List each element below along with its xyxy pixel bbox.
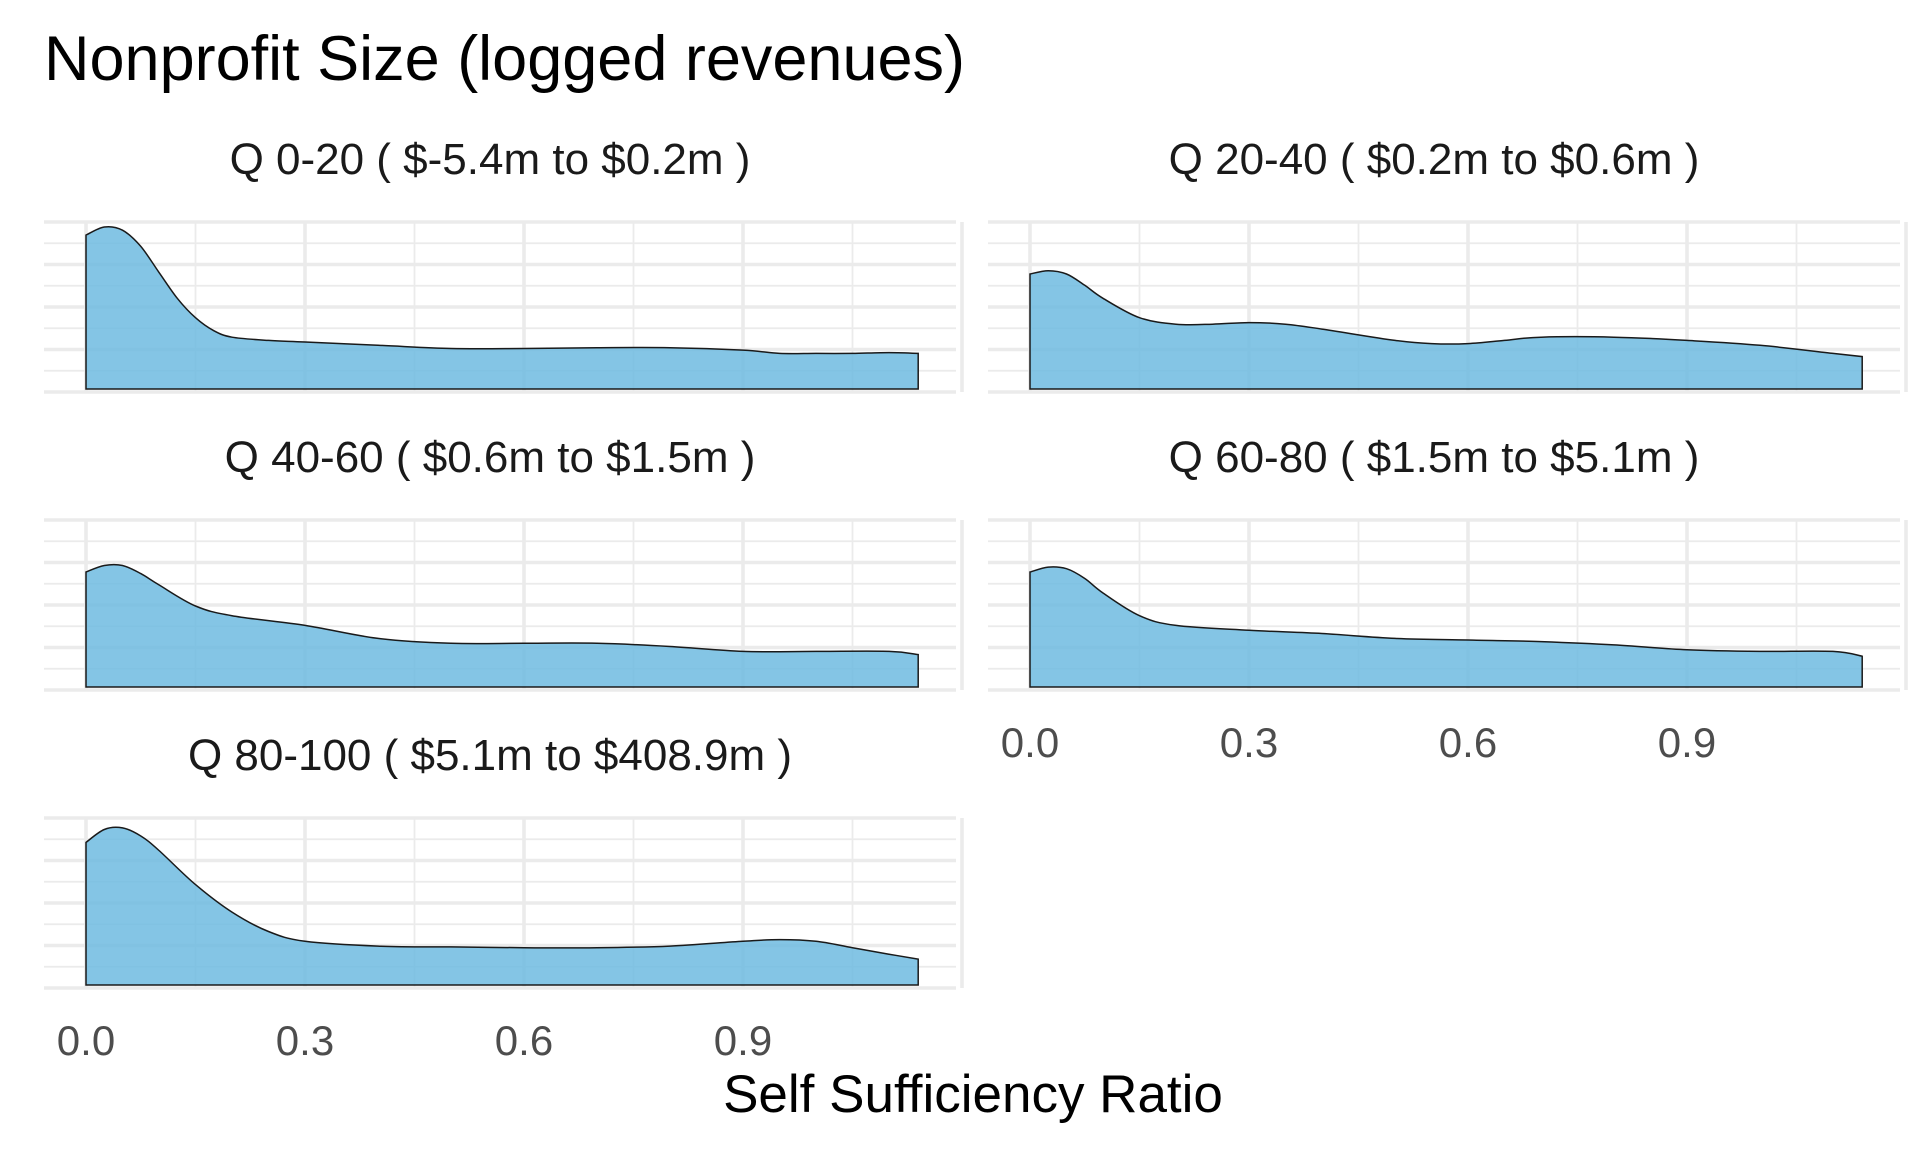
density-area — [85, 225, 919, 390]
facet-strip-label: Q 80-100 ( $5.1m to $408.9m ) — [188, 731, 792, 780]
facet-strip-label: Q 40-60 ( $0.6m to $1.5m ) — [225, 433, 756, 482]
x-tick-label: 0.6 — [1439, 719, 1497, 766]
x-tick-label: 0.6 — [495, 1017, 553, 1064]
x-tick-label: 0.3 — [276, 1017, 334, 1064]
facet-strip-label: Q 20-40 ( $0.2m to $0.6m ) — [1169, 135, 1700, 184]
facet-panel: Q 40-60 ( $0.6m to $1.5m ) — [44, 433, 964, 692]
x-tick-label: 0.0 — [1001, 719, 1059, 766]
facet-strip-label: Q 60-80 ( $1.5m to $5.1m ) — [1169, 433, 1700, 482]
chart-title: Nonprofit Size (logged revenues) — [44, 24, 965, 94]
x-tick-label: 0.0 — [57, 1017, 115, 1064]
x-tick-label: 0.3 — [1220, 719, 1278, 766]
facet-panel: Q 60-80 ( $1.5m to $5.1m ) 0.0 0.3 0.6 0.9 — [988, 433, 1908, 766]
facet-panels: Q 0-20 ( $-5.4m to $0.2m ) Q 20-40 ( $0.2… — [44, 135, 1908, 1064]
x-tick-label: 0.9 — [714, 1017, 772, 1064]
density-area — [85, 826, 919, 986]
x-tick-label: 0.9 — [1658, 719, 1716, 766]
facet-strip-label: Q 0-20 ( $-5.4m to $0.2m ) — [230, 135, 751, 184]
facet-panel: Q 0-20 ( $-5.4m to $0.2m ) — [44, 135, 964, 394]
density-area — [1029, 269, 1863, 390]
x-axis-title: Self Sufficiency Ratio — [723, 1065, 1223, 1124]
density-area — [1029, 566, 1863, 688]
facet-panel: Q 80-100 ( $5.1m to $408.9m ) 0.0 0.3 0.6 0.… — [44, 731, 964, 1064]
facet-panel: Q 20-40 ( $0.2m to $0.6m ) — [988, 135, 1908, 394]
density-area — [85, 563, 919, 688]
